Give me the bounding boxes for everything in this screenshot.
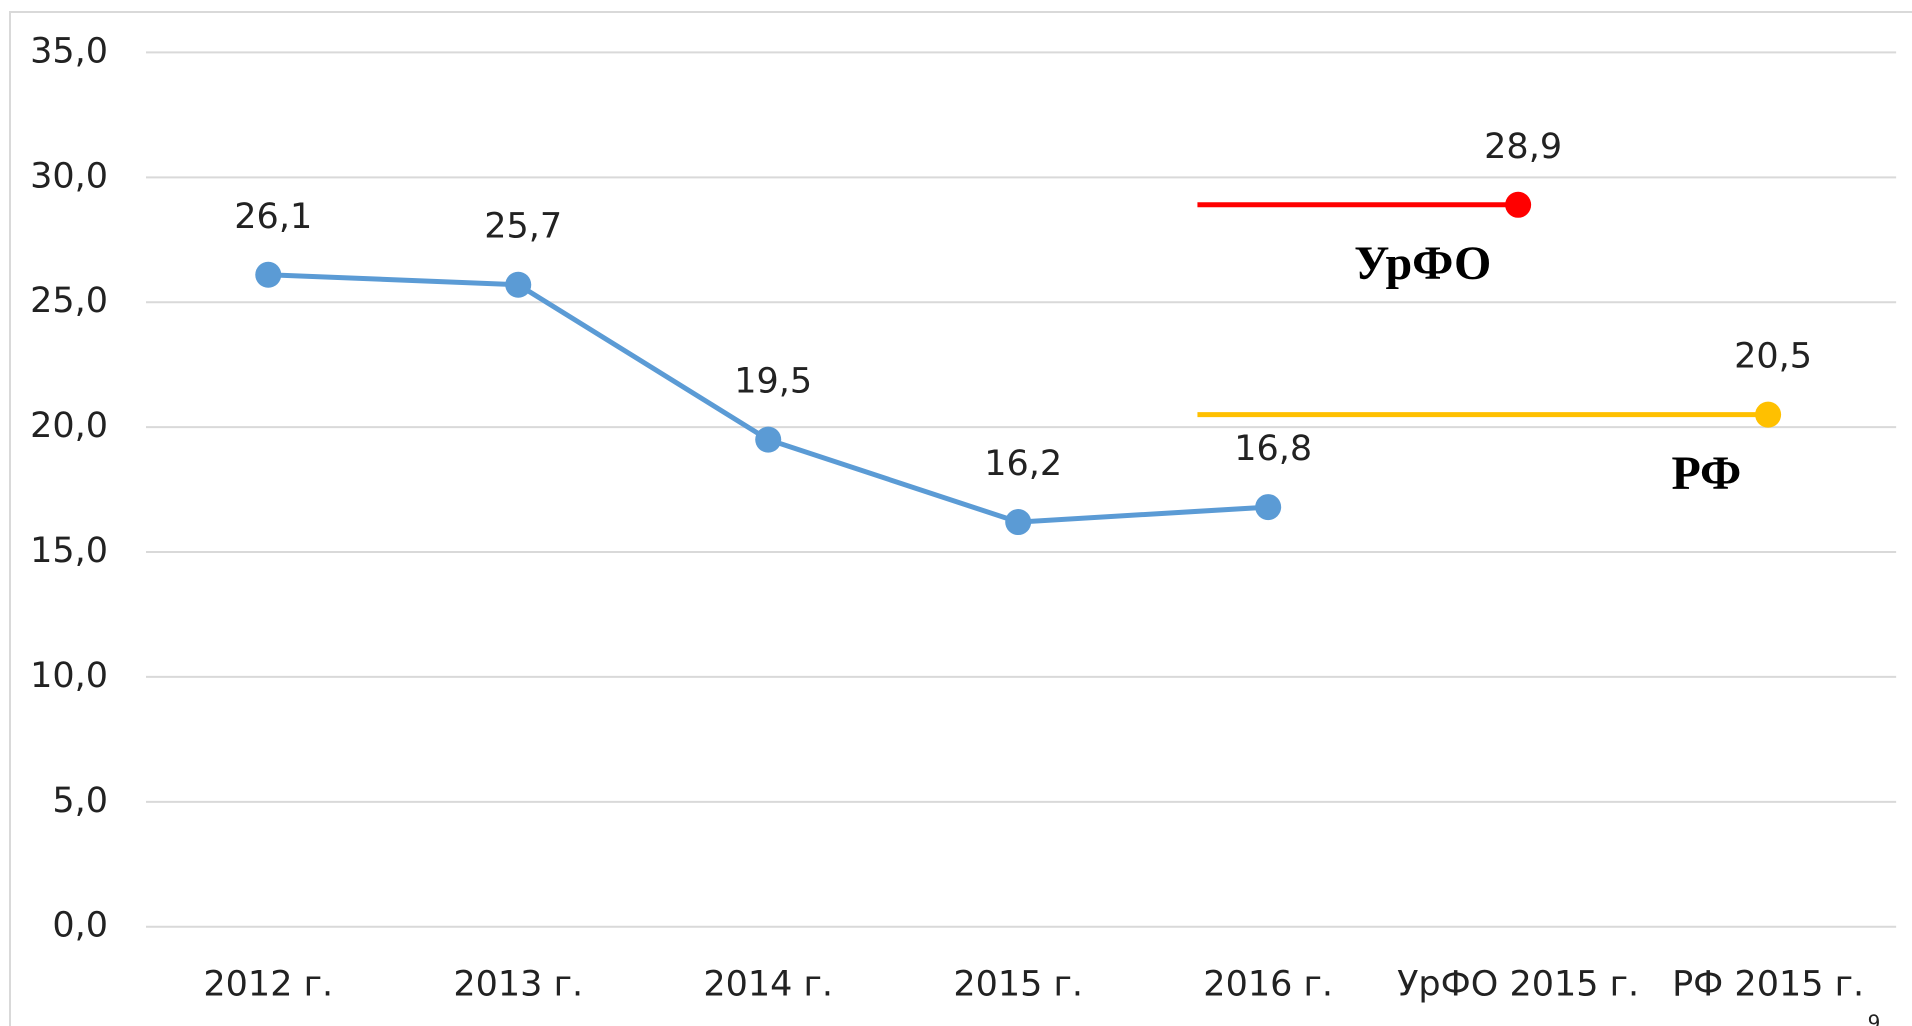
y-tick-label: 35,0 [30, 31, 108, 71]
marker [255, 261, 282, 288]
y-tick-label: 20,0 [30, 406, 108, 446]
y-tick-label: 25,0 [30, 281, 108, 321]
x-tick-label: 2014 г. [703, 964, 833, 1004]
y-tick-label: 15,0 [30, 531, 108, 571]
x-tick-label: 2015 г. [953, 964, 1083, 1004]
marker [755, 426, 782, 453]
marker [1755, 401, 1782, 428]
x-tick-label: 2012 г. [203, 964, 333, 1004]
y-tick-label: 30,0 [30, 156, 108, 196]
y-tick-label: 0,0 [52, 906, 108, 946]
reference-label: РФ [1672, 447, 1742, 500]
page-number: 9 [1868, 1011, 1881, 1026]
x-tick-label: РФ 2015 г. [1672, 964, 1864, 1004]
data-label: 20,5 [1734, 337, 1812, 377]
chart-border [9, 11, 1912, 1026]
x-tick-label: УрФО 2015 г. [1397, 964, 1639, 1004]
data-label: 26,1 [234, 197, 312, 237]
marker [1005, 509, 1032, 536]
data-label: 19,5 [734, 362, 812, 402]
reference-label: УрФО [1354, 237, 1491, 290]
y-tick-label: 10,0 [30, 656, 108, 696]
data-label: 16,8 [1234, 429, 1312, 469]
data-label: 16,2 [984, 444, 1062, 484]
data-label: 28,9 [1484, 127, 1562, 167]
data-label: 25,7 [484, 207, 562, 247]
marker [505, 271, 532, 298]
y-tick-label: 5,0 [52, 781, 108, 821]
marker [1255, 494, 1282, 521]
x-tick-label: 2013 г. [453, 964, 583, 1004]
marker [1505, 191, 1532, 218]
x-tick-label: 2016 г. [1203, 964, 1333, 1004]
